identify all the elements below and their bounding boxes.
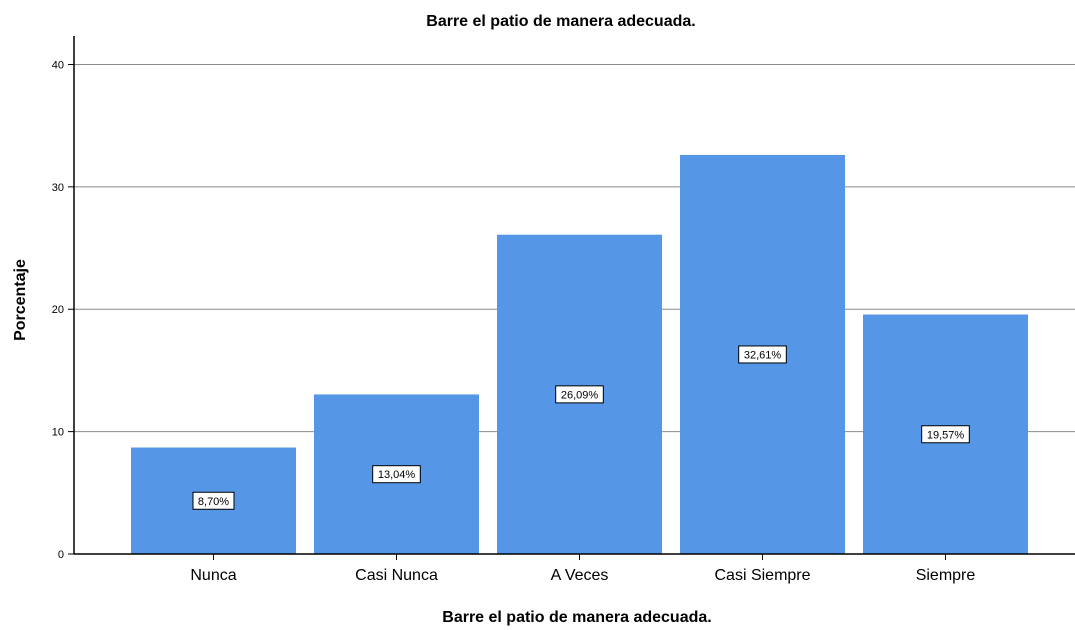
data-label: 13,04% bbox=[378, 469, 416, 481]
y-tick-label: 20 bbox=[52, 304, 64, 316]
bars bbox=[131, 154, 1028, 554]
y-tick-label: 30 bbox=[52, 182, 64, 194]
data-label-box bbox=[921, 425, 970, 444]
data-label: 8,70% bbox=[198, 496, 229, 508]
data-label-box bbox=[372, 465, 421, 484]
data-label-box bbox=[738, 345, 787, 364]
y-tick-label: 0 bbox=[58, 549, 64, 561]
x-axis-ticks: Nunca Casi Nunca A Veces Casi Siempre Siempr… bbox=[190, 554, 975, 584]
x-tick-label: Casi Nunca bbox=[355, 567, 438, 584]
y-axis-label: Porcentaje bbox=[12, 259, 29, 341]
x-tick-label: Nunca bbox=[190, 567, 236, 584]
y-tick-label: 10 bbox=[52, 427, 64, 439]
x-tick-label: A Veces bbox=[551, 567, 609, 584]
data-label: 26,09% bbox=[561, 389, 599, 401]
data-label: 19,57% bbox=[927, 429, 965, 441]
y-axis-ticks: 0 10 20 30 40 bbox=[52, 59, 74, 561]
y-tick-label: 40 bbox=[52, 59, 64, 71]
x-tick-label: Casi Siempre bbox=[714, 567, 810, 584]
chart-title: Barre el patio de manera adecuada. bbox=[426, 13, 695, 30]
data-label-box bbox=[555, 385, 604, 404]
data-label-box bbox=[192, 491, 235, 510]
x-axis-label: Barre el patio de manera adecuada. bbox=[442, 609, 711, 626]
x-tick-label: Siempre bbox=[916, 567, 976, 584]
data-labels: 8,70% 13,04% 26,09% 32,61% 19,57% bbox=[192, 345, 970, 510]
data-label: 32,61% bbox=[744, 349, 782, 361]
